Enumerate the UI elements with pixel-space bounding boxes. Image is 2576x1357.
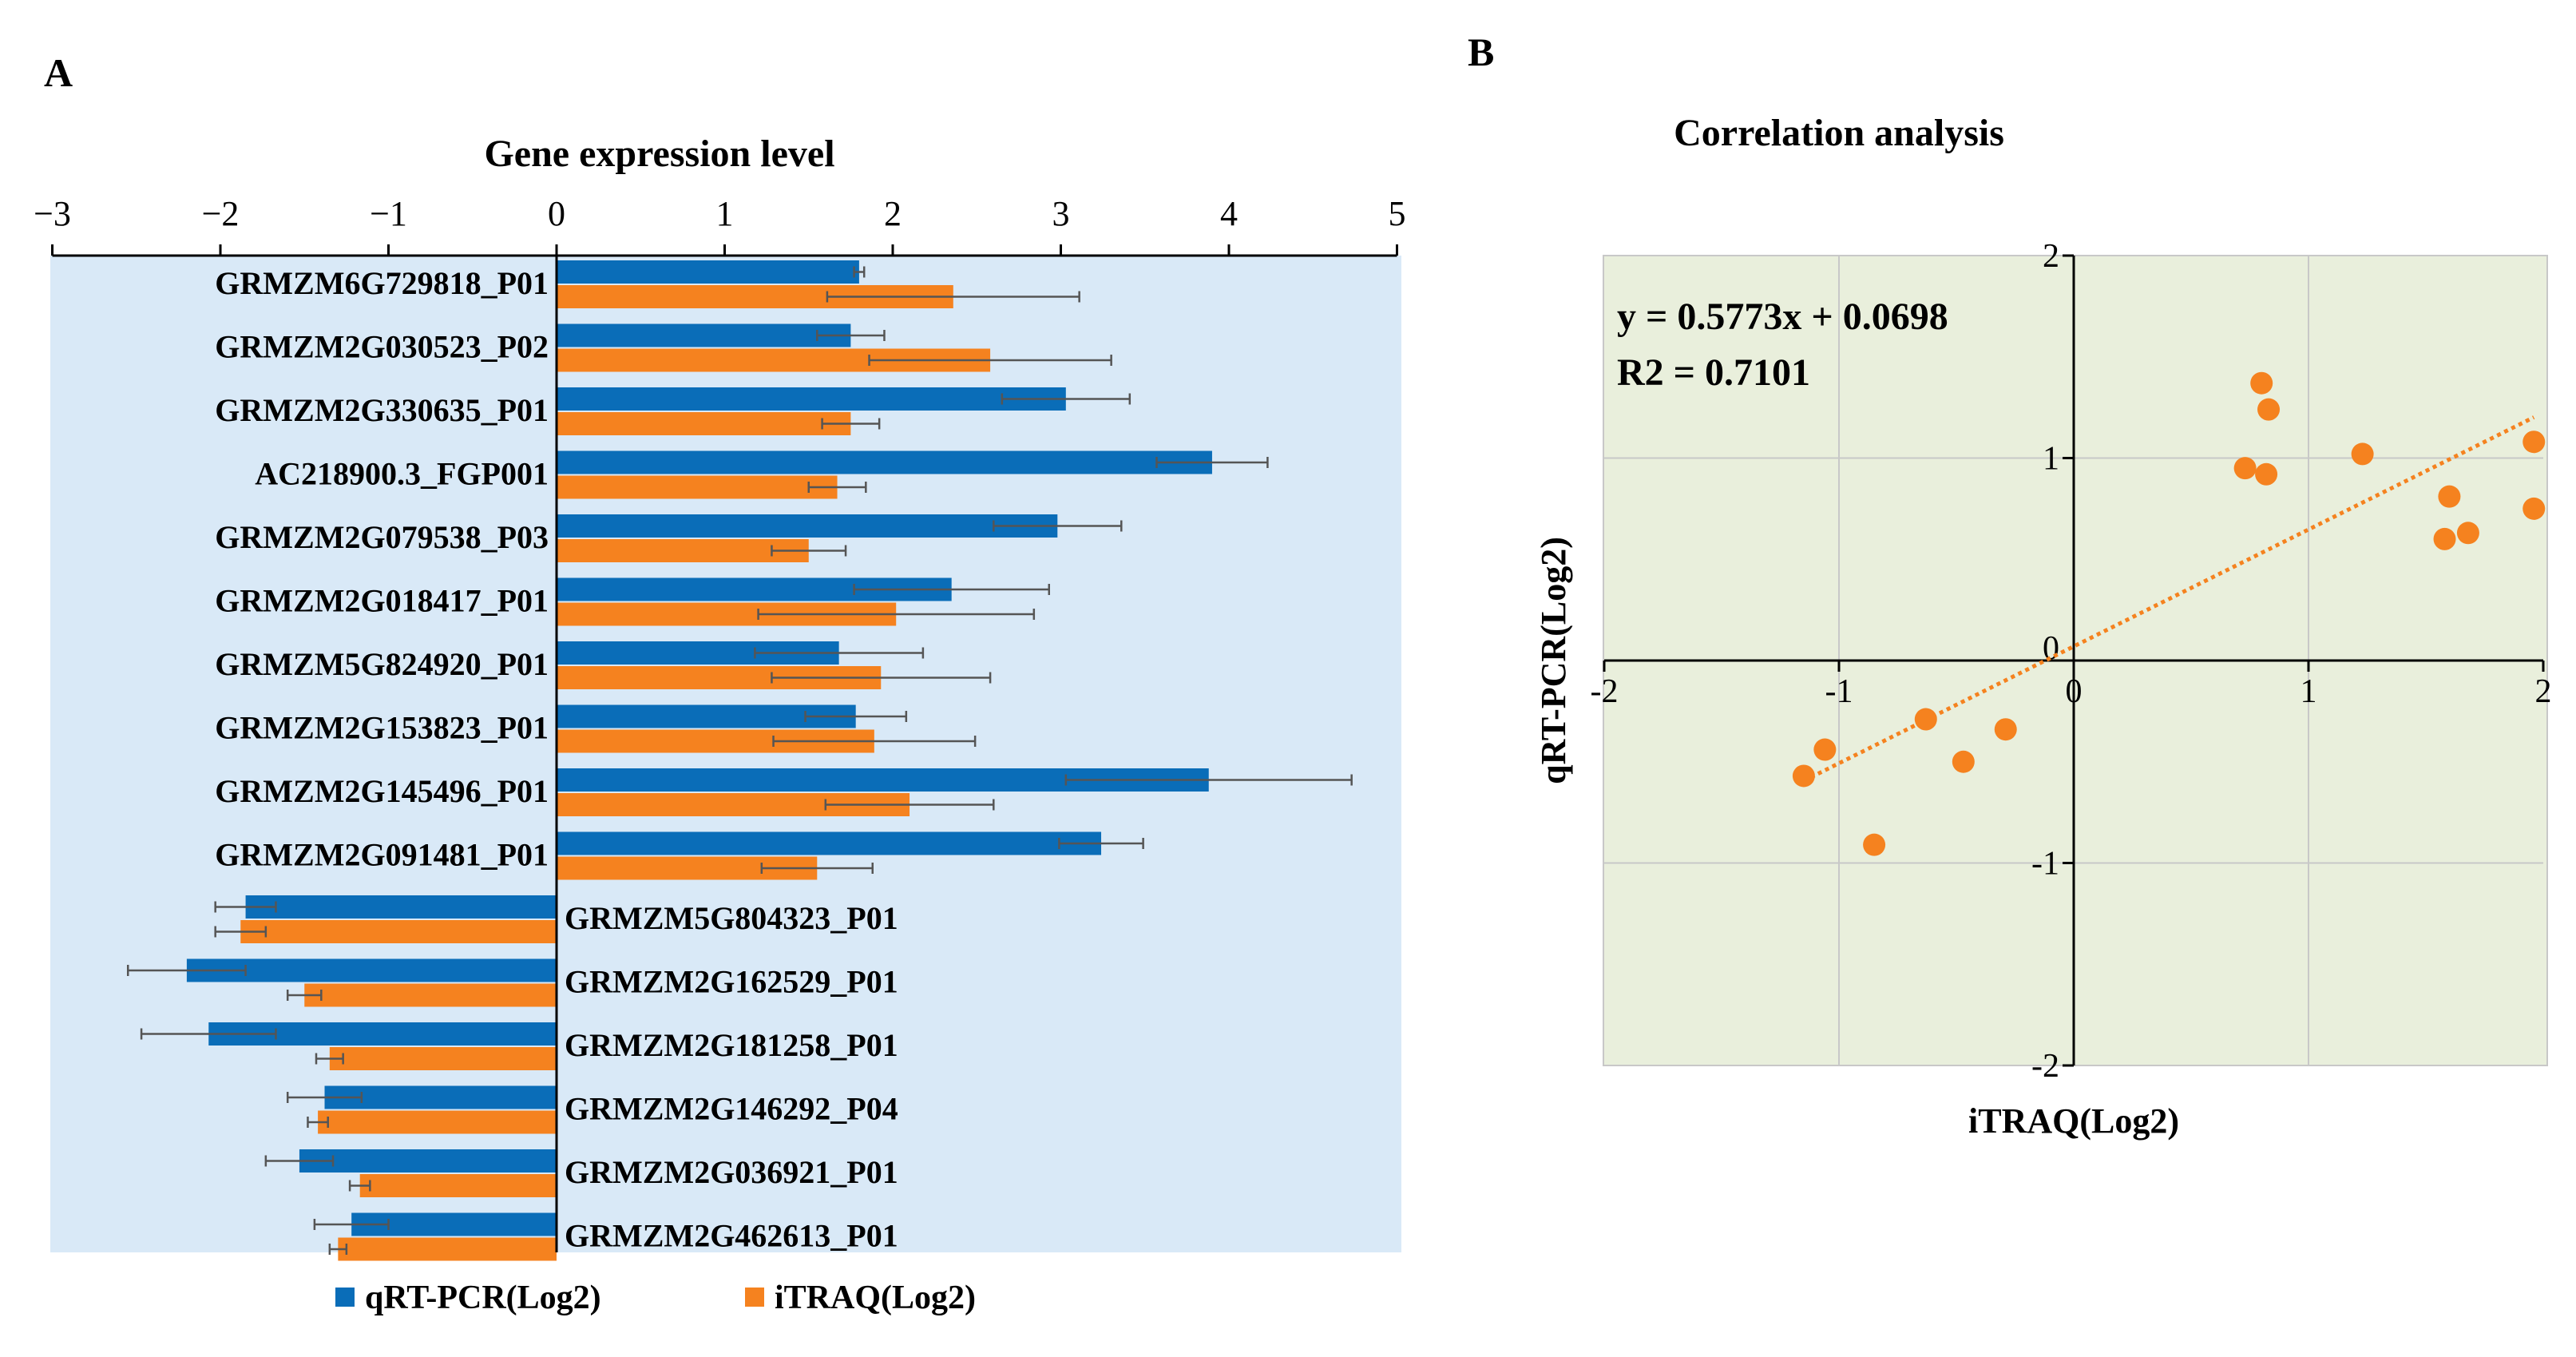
scatter-point xyxy=(2255,462,2278,486)
scatter-point xyxy=(2438,485,2461,508)
category-label: GRMZM2G145496_P01 xyxy=(215,773,549,809)
legend-label-itraq: iTRAQ(Log2) xyxy=(775,1280,976,1316)
bar-itraq xyxy=(359,1174,557,1197)
bar-chart-legend: qRT-PCR(Log2) iTRAQ(Log2) xyxy=(335,1280,976,1316)
scatter-y-tick-label: 1 xyxy=(2043,441,2059,478)
scatter-point xyxy=(1813,738,1837,761)
bar-qrt xyxy=(186,958,557,982)
scatter-y-tick-label: 2 xyxy=(2043,238,2059,275)
scatter-chart-title: Correlation analysis xyxy=(1674,112,2004,154)
bar-qrt xyxy=(557,450,1212,474)
bar-itraq xyxy=(338,1237,557,1261)
bar-qrt xyxy=(245,895,557,919)
category-label: GRMZM2G036921_P01 xyxy=(565,1154,898,1190)
x-tick-label: 3 xyxy=(1052,194,1070,233)
scatter-axes: -2 -2 -1 -1 00 1 1 2 2 xyxy=(1591,238,2552,1085)
scatter-x-tick-label: -2 xyxy=(1591,673,1619,710)
bar-qrt xyxy=(324,1085,557,1109)
bar-chart-title: Gene expression level xyxy=(484,133,834,175)
legend-label-qrt: qRT-PCR(Log2) xyxy=(365,1280,601,1316)
regression-equation: y = 0.5773x + 0.0698 xyxy=(1617,296,1948,338)
bar-qrt xyxy=(557,831,1102,855)
scatter-point xyxy=(1792,764,1815,788)
category-label: GRMZM2G162529_P01 xyxy=(565,964,898,1000)
panel-b-label: B xyxy=(1468,30,1494,74)
bar-chart-category-labels: GRMZM6G729818_P01 GRMZM2G030523_P02 GRMZM2… xyxy=(215,265,898,1254)
bar-qrt xyxy=(557,387,1066,411)
bar-itraq xyxy=(304,983,557,1007)
bar-chart-panel: A Gene expression level −3 −2 −1 0 1 2 3 4 5 GRM… xyxy=(34,50,1405,1316)
scatter-y-tick-label: -2 xyxy=(2031,1048,2059,1085)
panel-a-label: A xyxy=(44,50,73,95)
x-tick-label: 5 xyxy=(1389,194,1406,233)
x-tick-label: 2 xyxy=(884,194,902,233)
legend-swatch-qrt xyxy=(335,1288,355,1307)
x-tick-label: 0 xyxy=(548,194,565,233)
category-label: GRMZM2G181258_P01 xyxy=(565,1027,898,1063)
category-label: GRMZM2G030523_P02 xyxy=(215,329,549,365)
bar-itraq xyxy=(240,920,557,943)
scatter-x-tick-label: 0 xyxy=(2066,673,2083,710)
scatter-point xyxy=(1914,708,1937,731)
x-tick-label: −1 xyxy=(370,194,407,233)
scatter-point xyxy=(2522,431,2546,454)
scatter-x-tick-label: 1 xyxy=(2301,673,2317,710)
scatter-chart-panel: B Correlation analysis -2 -2 -1 -1 00 1 1 2 2 y … xyxy=(1468,30,2552,1141)
scatter-point xyxy=(2233,457,2257,480)
scatter-point xyxy=(1952,750,1975,773)
scatter-point xyxy=(2351,442,2374,466)
category-label: GRMZM5G804323_P01 xyxy=(565,900,898,936)
scatter-x-tick-label: -1 xyxy=(1825,673,1853,710)
bar-qrt xyxy=(557,514,1058,538)
scatter-point xyxy=(2257,398,2281,421)
bar-qrt xyxy=(299,1149,557,1172)
bar-qrt xyxy=(557,323,851,347)
bar-qrt xyxy=(557,260,859,284)
bar-itraq xyxy=(557,412,851,435)
x-tick-label: 1 xyxy=(716,194,734,233)
scatter-x-tick-label: 2 xyxy=(2535,673,2552,710)
category-label: GRMZM2G146292_P04 xyxy=(565,1091,898,1127)
scatter-y-tick-label: -1 xyxy=(2031,846,2059,883)
scatter-point xyxy=(2456,522,2479,545)
category-label: GRMZM5G824920_P01 xyxy=(215,646,549,682)
category-label: GRMZM2G079538_P03 xyxy=(215,519,549,555)
category-label: GRMZM2G091481_P01 xyxy=(215,837,549,873)
category-label: GRMZM2G018417_P01 xyxy=(215,583,549,619)
scatter-points xyxy=(1792,371,2546,856)
x-tick-label: −3 xyxy=(34,194,71,233)
category-label: GRMZM2G153823_P01 xyxy=(215,710,549,746)
x-tick-label: 4 xyxy=(1220,194,1238,233)
regression-r2: R2 = 0.7101 xyxy=(1617,351,1810,394)
bar-itraq xyxy=(557,475,838,499)
bar-chart-x-axis: −3 −2 −1 0 1 2 3 4 5 xyxy=(34,194,1406,257)
scatter-point xyxy=(2250,371,2273,395)
scatter-y-axis-title: qRT-PCR(Log2) xyxy=(1534,537,1573,784)
bar-itraq xyxy=(318,1110,557,1134)
scatter-point xyxy=(2433,527,2456,550)
scatter-point xyxy=(1994,718,2017,741)
scatter-x-axis-title: iTRAQ(Log2) xyxy=(1968,1101,2179,1141)
bar-chart-error-bars xyxy=(126,266,1353,1255)
category-label: GRMZM2G330635_P01 xyxy=(215,392,549,428)
scatter-y-tick-label: 0 xyxy=(2043,630,2059,667)
category-label: AC218900.3_FGP001 xyxy=(255,456,549,492)
scatter-point xyxy=(2522,497,2546,520)
x-tick-label: −2 xyxy=(202,194,240,233)
bar-itraq xyxy=(557,539,809,562)
category-label: GRMZM2G462613_P01 xyxy=(565,1218,898,1254)
bar-itraq xyxy=(329,1047,557,1070)
scatter-point xyxy=(1863,833,1886,856)
category-label: GRMZM6G729818_P01 xyxy=(215,265,549,301)
legend-swatch-itraq xyxy=(745,1288,764,1307)
